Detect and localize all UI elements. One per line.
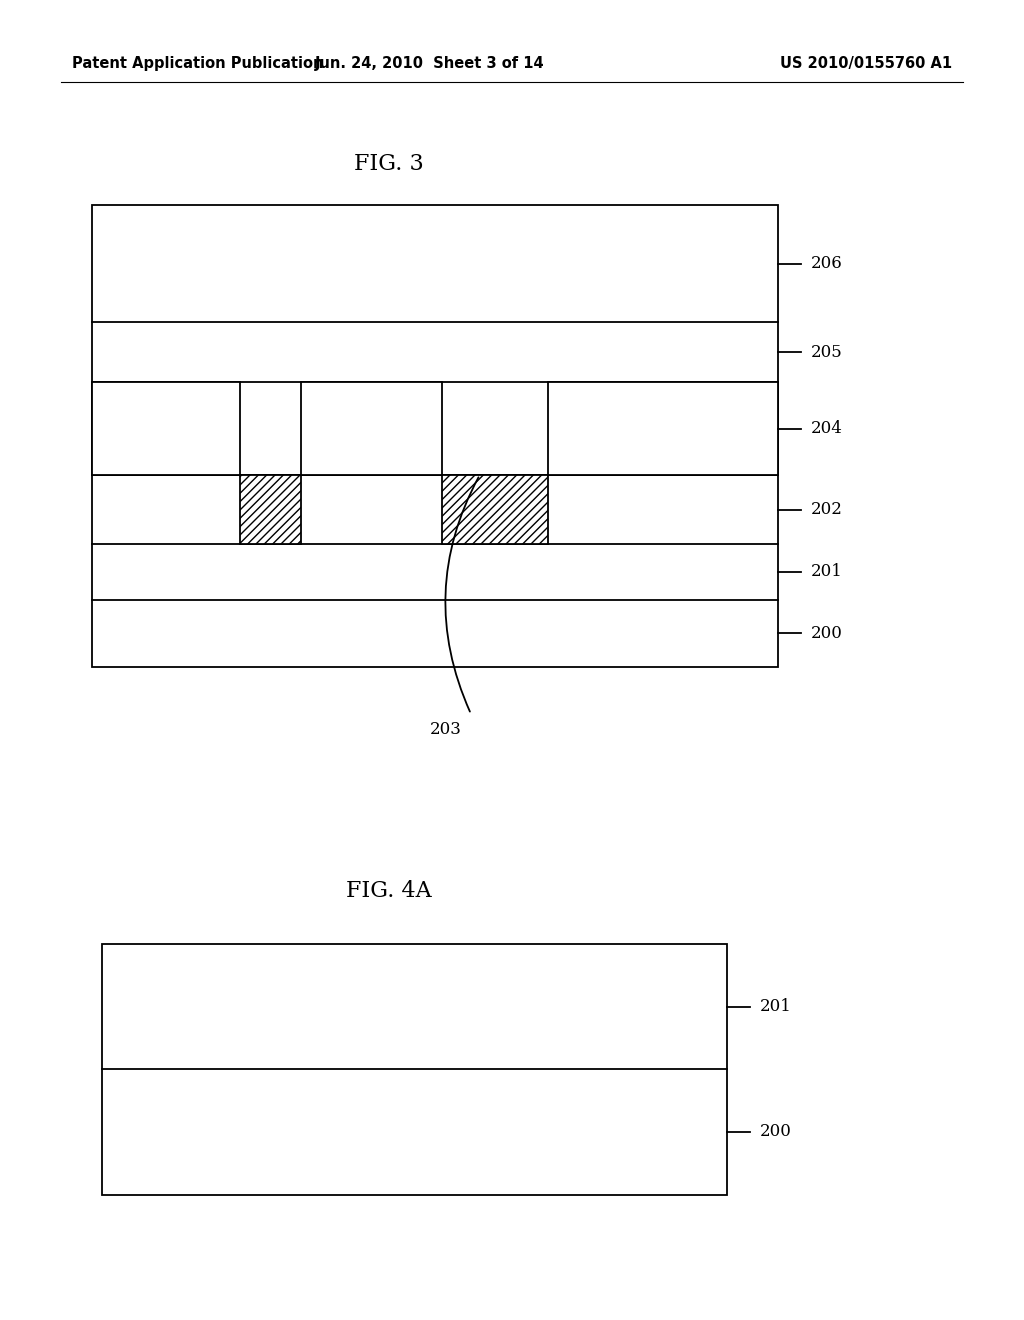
Bar bbox=[240, 475, 301, 544]
Bar bbox=[92, 205, 778, 667]
FancyArrowPatch shape bbox=[445, 478, 478, 711]
Text: 200: 200 bbox=[760, 1123, 792, 1140]
Text: FIG. 3: FIG. 3 bbox=[354, 153, 424, 174]
Text: 204: 204 bbox=[811, 420, 843, 437]
Text: 206: 206 bbox=[811, 255, 843, 272]
Text: FIG. 4A: FIG. 4A bbox=[346, 880, 432, 902]
Text: 202: 202 bbox=[811, 502, 843, 517]
Text: 201: 201 bbox=[811, 564, 843, 581]
Bar bbox=[301, 383, 442, 475]
Bar bbox=[102, 944, 727, 1195]
Text: 205: 205 bbox=[811, 345, 843, 360]
Bar bbox=[442, 475, 549, 544]
Text: US 2010/0155760 A1: US 2010/0155760 A1 bbox=[780, 55, 952, 71]
Text: 201: 201 bbox=[760, 998, 792, 1015]
Text: Patent Application Publication: Patent Application Publication bbox=[72, 55, 324, 71]
Bar bbox=[549, 383, 778, 475]
Text: 200: 200 bbox=[811, 624, 843, 642]
Text: Jun. 24, 2010  Sheet 3 of 14: Jun. 24, 2010 Sheet 3 of 14 bbox=[315, 55, 545, 71]
Bar bbox=[92, 383, 240, 475]
Text: 203: 203 bbox=[429, 722, 462, 738]
